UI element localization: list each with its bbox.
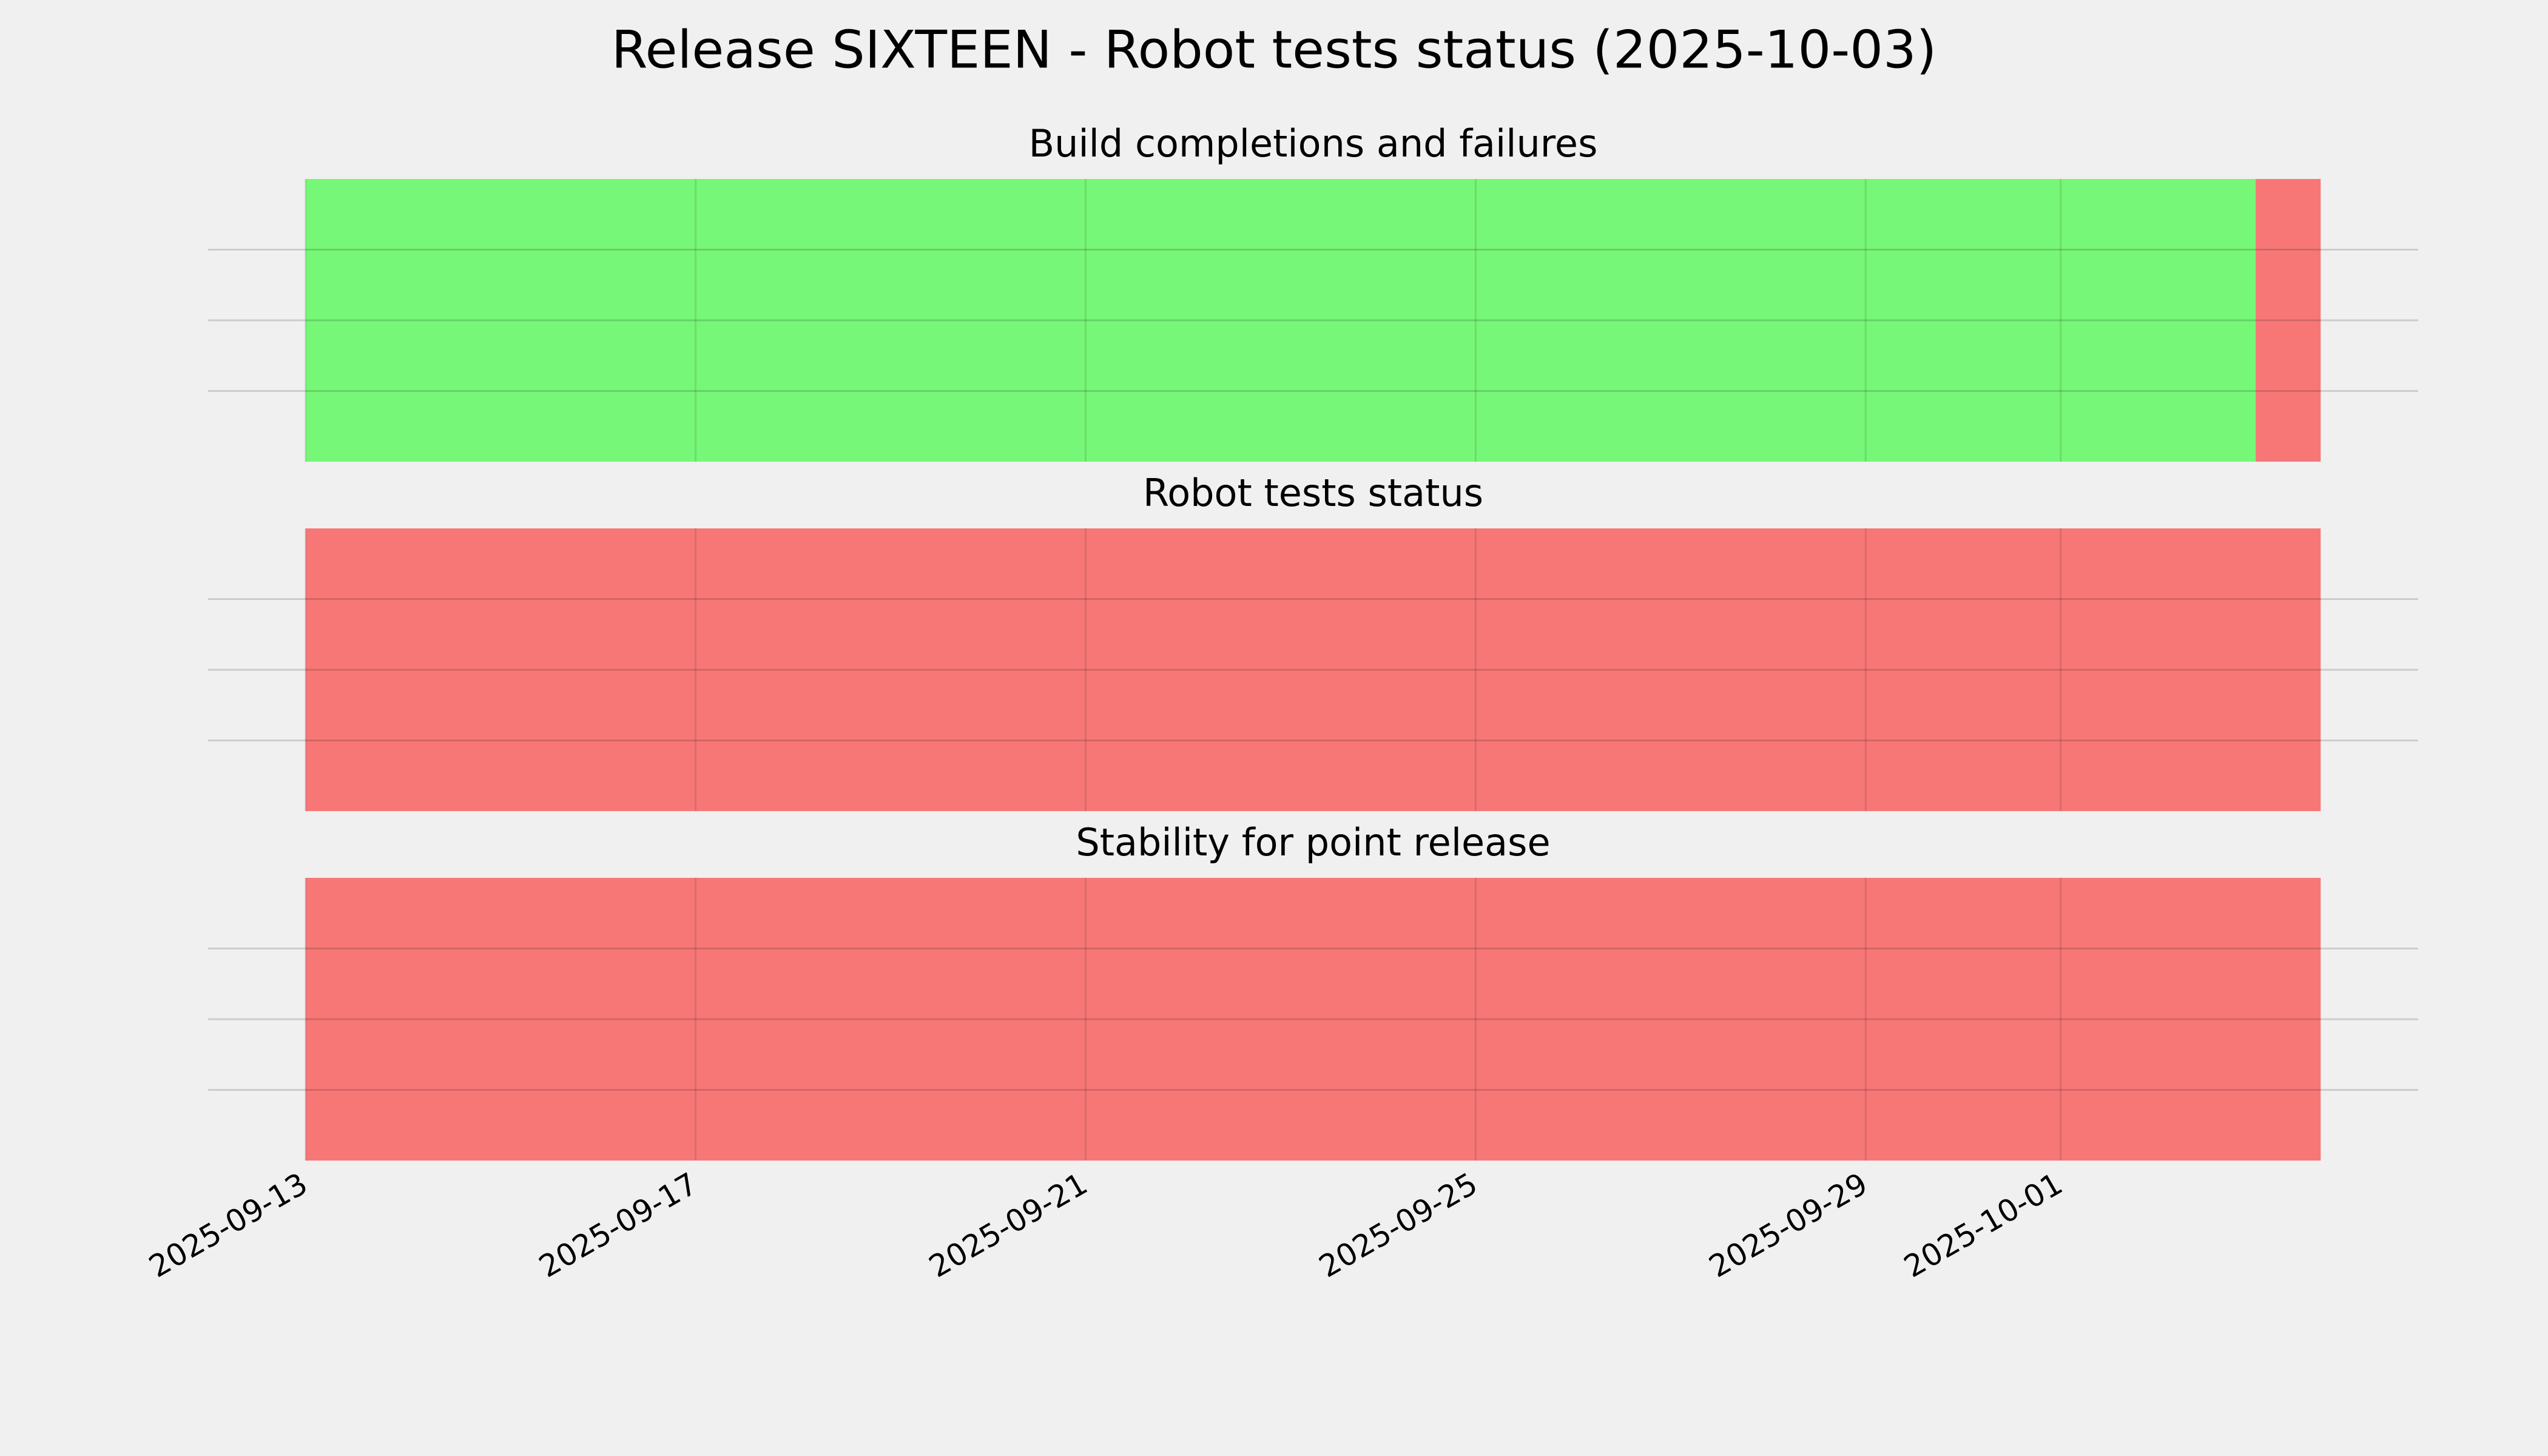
panel-title: Build completions and failures — [1029, 121, 1598, 166]
chart-title: Release SIXTEEN - Robot tests status (20… — [612, 19, 1937, 80]
status-span — [305, 878, 2321, 1161]
panel-title: Robot tests status — [1143, 471, 1483, 515]
status-span — [305, 528, 2321, 811]
status-span — [2256, 179, 2321, 462]
status-span — [305, 179, 2256, 462]
panel-title: Stability for point release — [1076, 820, 1550, 864]
